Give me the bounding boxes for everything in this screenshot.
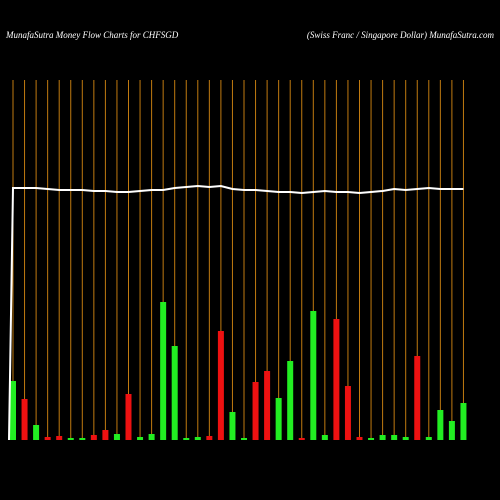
bar xyxy=(241,438,247,440)
bar xyxy=(460,403,467,440)
bar xyxy=(275,398,282,440)
bar xyxy=(333,319,340,440)
bar xyxy=(183,438,190,440)
bar xyxy=(448,421,455,440)
chart-title: MunafaSutra Money Flow Charts for CHFSGD xyxy=(5,30,179,40)
bar xyxy=(125,394,132,440)
bar xyxy=(252,382,259,440)
bar xyxy=(379,435,386,440)
bar xyxy=(310,311,317,440)
bar xyxy=(344,386,351,440)
bar xyxy=(321,435,328,440)
bar xyxy=(425,437,432,440)
bar xyxy=(21,399,28,440)
bar xyxy=(102,430,109,440)
bar xyxy=(171,346,178,440)
bar xyxy=(217,331,224,440)
bar xyxy=(368,438,375,440)
bar xyxy=(402,437,409,440)
bar xyxy=(67,438,74,440)
bar xyxy=(160,302,167,440)
bar xyxy=(194,437,201,440)
bar xyxy=(44,437,51,440)
bar xyxy=(90,435,97,440)
bar xyxy=(287,361,294,440)
bar xyxy=(298,438,305,440)
chart-subtitle: (Swiss Franc / Singapore Dollar) MunafaS… xyxy=(307,30,495,40)
bar xyxy=(33,425,40,440)
bar xyxy=(206,436,213,440)
bar xyxy=(56,436,63,440)
bar xyxy=(10,381,16,440)
bar xyxy=(437,410,444,440)
bar xyxy=(113,434,120,440)
bar xyxy=(264,371,271,440)
flow-line xyxy=(8,184,464,441)
bar xyxy=(391,435,398,440)
bar xyxy=(229,412,236,440)
bar xyxy=(414,356,421,440)
bar xyxy=(137,437,144,440)
bar xyxy=(148,434,155,440)
bar xyxy=(79,438,86,440)
bar xyxy=(356,437,363,440)
